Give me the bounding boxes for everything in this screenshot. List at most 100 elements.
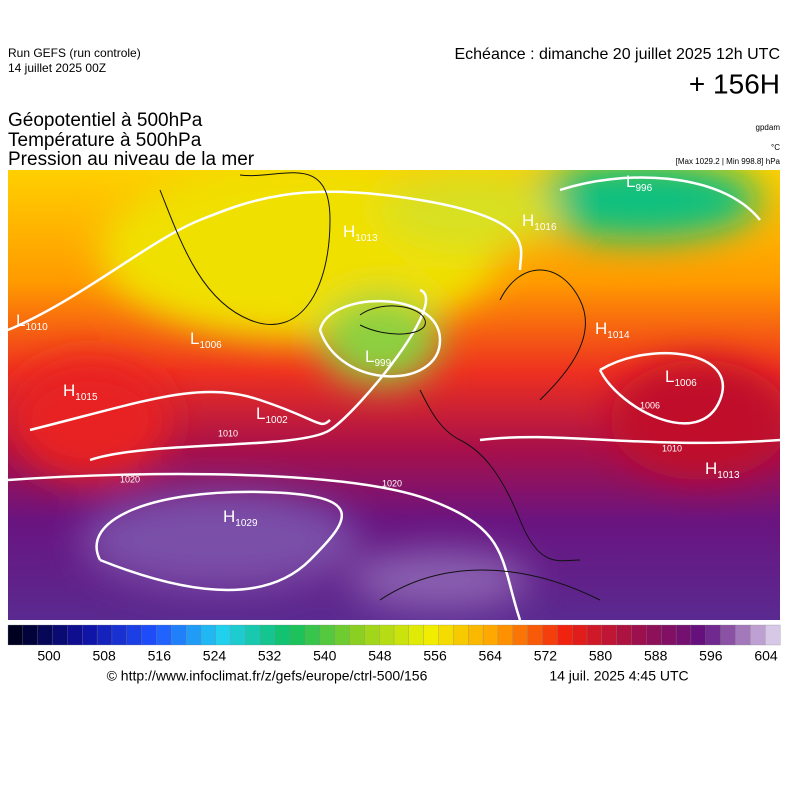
colorbar-cell: [572, 624, 588, 646]
colorbar-cell: [334, 624, 350, 646]
colorbar-label: 548: [368, 648, 392, 664]
colorbar-label: 596: [699, 648, 723, 664]
colorbar-label: 500: [37, 648, 61, 664]
colorbar-label: 604: [754, 648, 778, 664]
colorbar-cell: [245, 624, 261, 646]
colorbar-cell: [408, 624, 425, 646]
unit: gpdam: [756, 123, 781, 132]
colorbar-cell: [393, 624, 410, 646]
pressure-center: H1013: [705, 459, 740, 480]
center-value: 1016: [534, 222, 557, 233]
colorbar-cell: [497, 624, 514, 646]
colorbar-label: 524: [203, 648, 227, 664]
isobar-label: 1010: [662, 443, 682, 453]
colorbar-cell: [289, 624, 306, 646]
center-value: 1010: [25, 322, 48, 333]
colorbar-cell: [215, 624, 232, 646]
title: Pression au niveau de la mer: [8, 149, 255, 170]
center-letter: L: [190, 329, 199, 348]
center-letter: H: [595, 319, 607, 338]
colorbar-cell: [200, 624, 217, 646]
colorbar-label: 572: [534, 648, 558, 664]
colorbar-cell: [319, 624, 336, 646]
colorbar-cell: [275, 624, 291, 646]
colorbar-cell: [631, 624, 647, 646]
center-value: 1013: [355, 233, 378, 244]
pressure-center: L999: [365, 347, 392, 368]
source-url: © http://www.infoclimat.fr/z/gefs/europe…: [107, 668, 428, 684]
lead-time: + 156H: [689, 68, 780, 99]
center-value: 1013: [717, 470, 740, 481]
colorbar-cell: [230, 624, 246, 646]
colorbar-cell: [349, 624, 365, 646]
colorbar-cell: [304, 624, 321, 646]
colorbar-cell: [616, 624, 632, 646]
title: Température à 500hPa: [8, 130, 202, 151]
colorbar-cell: [586, 624, 603, 646]
colorbar-cell: [542, 624, 558, 646]
colorbar-cell: [468, 624, 484, 646]
colorbar-cell: [423, 624, 439, 646]
colorbar-cell: [765, 624, 781, 646]
pressure-center: L1006: [665, 367, 697, 388]
pressure-center: L996: [626, 172, 653, 193]
center-letter: L: [365, 347, 374, 366]
colorbar-cell: [690, 624, 707, 646]
colorbar-cell: [720, 624, 736, 646]
center-value: 996: [635, 183, 652, 194]
colorbar-cell: [22, 624, 39, 646]
colorbar-cell: [156, 624, 172, 646]
center-value: 1006: [674, 378, 697, 389]
unit: [Max 1029.2 | Min 998.8] hPa: [676, 157, 781, 166]
colorbar-cell: [141, 624, 157, 646]
run: Run GEFS (run controle): [8, 46, 141, 60]
colorbar-cell: [82, 624, 98, 646]
center-letter: H: [343, 222, 355, 241]
center-value: 1006: [199, 340, 222, 351]
center-letter: H: [63, 381, 75, 400]
colorbar-cell: [364, 624, 380, 646]
colorbar-cell: [96, 624, 113, 646]
unit: °C: [771, 143, 780, 152]
run-date: 14 juillet 2025 00Z: [8, 61, 106, 75]
center-value: 1015: [75, 392, 98, 403]
colorbar-label: 580: [589, 648, 613, 664]
colorbar-cell: [67, 624, 83, 646]
colorbar-cell: [705, 624, 722, 646]
colorbar-cell: [527, 624, 543, 646]
colorbar-label: 508: [92, 648, 116, 664]
isobar-label: 1006: [640, 400, 660, 410]
center-letter: L: [665, 367, 674, 386]
pressure-center: H1014: [595, 319, 630, 340]
isobar-label: 1020: [120, 474, 140, 484]
center-value: 1002: [265, 415, 288, 426]
center-value: 1029: [235, 518, 258, 529]
colorbar-cell: [37, 624, 53, 646]
isobar-label: 1010: [218, 428, 238, 438]
colorbar-cell: [111, 624, 128, 646]
pressure-center: H1029: [223, 507, 258, 528]
colorbar-cell: [379, 624, 395, 646]
colorbar-cell: [453, 624, 469, 646]
colorbar-cell: [735, 624, 751, 646]
colorbar-cell: [661, 624, 677, 646]
colorbar-cell: [601, 624, 618, 646]
isobar-label: 1020: [382, 478, 402, 488]
pressure-center: L1010: [16, 311, 48, 332]
colorbar-label: 532: [258, 648, 282, 664]
colorbar-cell: [646, 624, 662, 646]
center-letter: L: [626, 172, 635, 191]
center-letter: H: [223, 507, 235, 526]
colorbar-cell: [52, 624, 68, 646]
colorbar-label: 556: [423, 648, 447, 664]
center-value: 999: [374, 358, 391, 369]
colorbar-cell: [512, 624, 529, 646]
render-time: 14 juil. 2025 4:45 UTC: [549, 668, 688, 684]
colorbar-cell: [438, 624, 454, 646]
echeance: Echéance : dimanche 20 juillet 2025 12h …: [454, 46, 780, 63]
colorbar-cell: [675, 624, 692, 646]
pressure-center: L1002: [256, 404, 288, 425]
pressure-center: H1015: [63, 381, 98, 402]
pressure-center: H1016: [522, 211, 557, 232]
